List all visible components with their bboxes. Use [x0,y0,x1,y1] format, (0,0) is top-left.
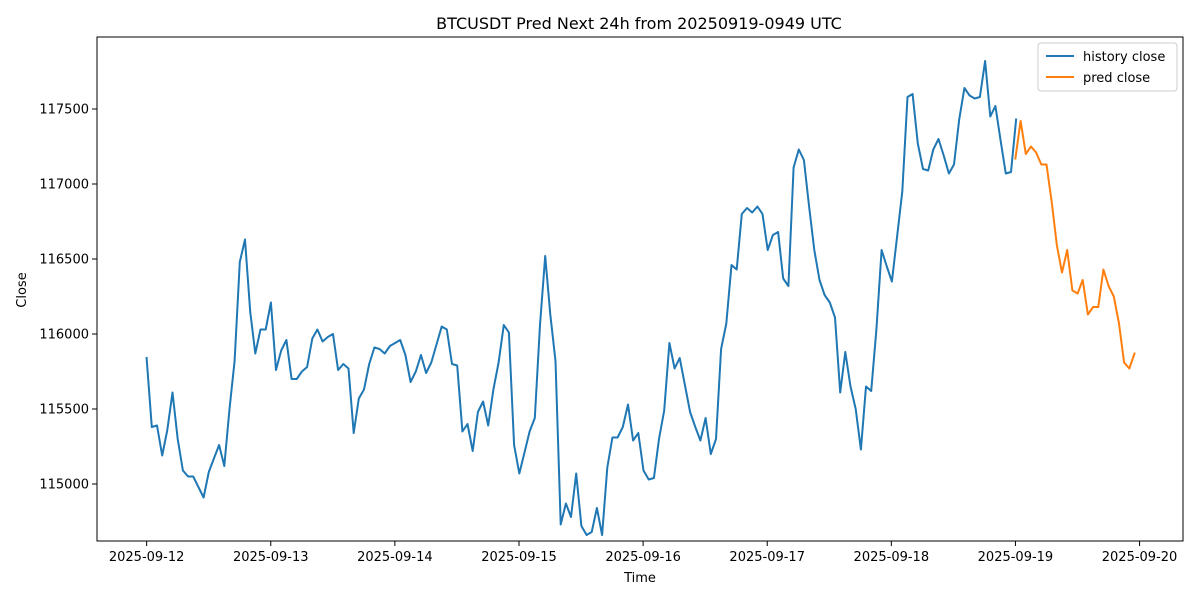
y-tick-label: 115500 [39,403,89,418]
y-axis: 115000 115500 116000 116500 117000 117500 [39,103,97,493]
x-tick-label: 2025-09-14 [357,550,433,565]
series-line-history-close [145,60,1018,536]
x-tick-label: 2025-09-20 [1102,550,1178,565]
legend-label-history: history close [1083,50,1165,65]
x-tick-label: 2025-09-19 [978,550,1054,565]
legend: history close pred close [1037,42,1178,92]
x-tick-label: 2025-09-12 [109,550,185,565]
y-tick-label: 116000 [39,328,89,343]
plot-area [145,60,1136,536]
legend-label-pred: pred close [1083,71,1150,86]
x-tick-label: 2025-09-13 [233,550,309,565]
axes-frame [96,36,1184,542]
x-axis-label: Time [623,571,656,586]
x-tick-label: 2025-09-18 [854,550,930,565]
y-tick-label: 115000 [39,478,89,493]
y-tick-label: 117500 [39,103,89,118]
x-axis: 2025-09-12 2025-09-13 2025-09-14 2025-09-15… [109,541,1177,565]
y-tick-label: 117000 [39,178,89,193]
y-tick-label: 116500 [39,253,89,268]
y-axis-label: Close [15,272,30,307]
series-line-pred-close [1014,120,1136,370]
x-tick-label: 2025-09-15 [481,550,557,565]
chart-title: BTCUSDT Pred Next 24h from 20250919-0949… [436,14,842,33]
x-tick-label: 2025-09-17 [729,550,805,565]
x-tick-label: 2025-09-16 [605,550,681,565]
